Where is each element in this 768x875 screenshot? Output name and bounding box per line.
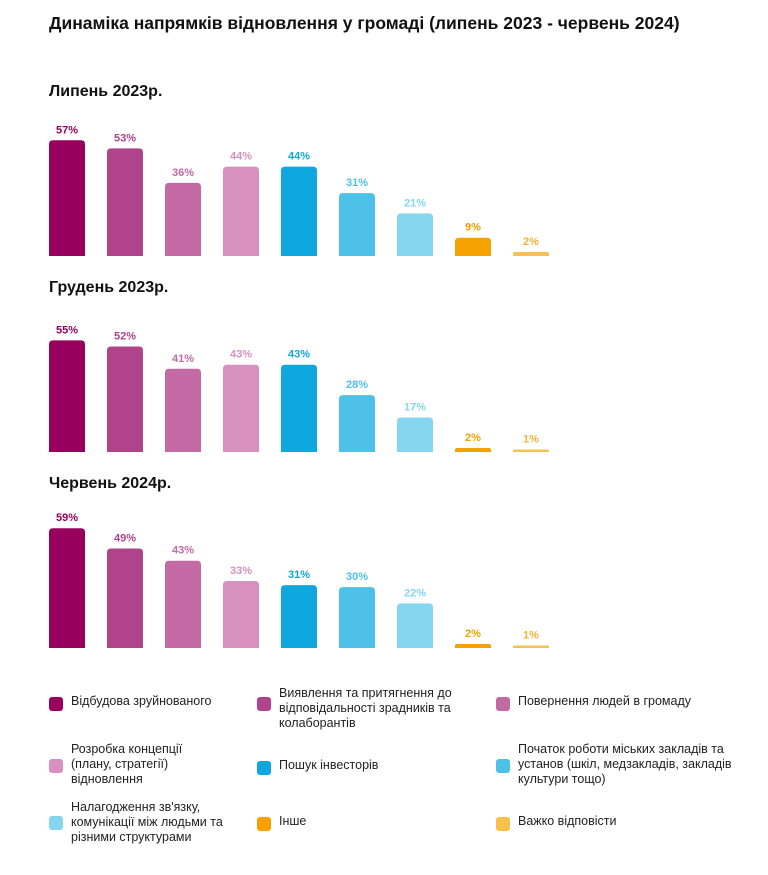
legend-label: Важко відповісти bbox=[518, 814, 617, 828]
bar-chart-june-2024: 59% 49% 43% 33% 31% 30% 22% 2% 1% bbox=[49, 512, 549, 648]
legend-swatch bbox=[257, 697, 271, 711]
data-label: 41% bbox=[172, 353, 194, 365]
bar bbox=[339, 587, 375, 648]
data-label: 59% bbox=[56, 512, 78, 524]
bar bbox=[455, 643, 491, 648]
data-label: 21% bbox=[404, 197, 426, 209]
legend-label: Виявлення та притягнення до відповідальн… bbox=[279, 686, 452, 730]
legend-label: Пошук інвесторів bbox=[279, 758, 379, 772]
data-label: 43% bbox=[288, 349, 310, 361]
data-label: 43% bbox=[172, 545, 194, 557]
legend-swatch bbox=[496, 759, 510, 773]
data-label: 33% bbox=[230, 565, 252, 577]
bar bbox=[397, 213, 433, 256]
legend-label: Розробка концепції (плану, стратегії) ві… bbox=[71, 742, 183, 786]
bar bbox=[455, 447, 491, 452]
bar bbox=[281, 364, 317, 452]
data-label: 2% bbox=[523, 236, 539, 248]
bar bbox=[339, 395, 375, 452]
chart-title: Динаміка напрямків відновлення у громаді… bbox=[49, 13, 680, 33]
legend-swatch bbox=[496, 697, 510, 711]
data-label: 31% bbox=[346, 177, 368, 189]
data-label: 1% bbox=[523, 434, 539, 446]
data-label: 1% bbox=[523, 630, 539, 642]
bar-chart-december-2023: 55% 52% 41% 43% 43% 28% 17% 2% 1% bbox=[49, 324, 549, 452]
data-label: 36% bbox=[172, 167, 194, 179]
data-label: 53% bbox=[114, 132, 136, 144]
data-label: 17% bbox=[404, 401, 426, 413]
data-label: 44% bbox=[288, 151, 310, 163]
legend-swatch bbox=[257, 761, 271, 775]
data-label: 55% bbox=[56, 324, 78, 336]
bar-chart-july-2023: 57% 53% 36% 44% 44% 31% 21% 9% 2% bbox=[49, 124, 549, 256]
legend: Відбудова зруйнованого Виявлення та прит… bbox=[0, 686, 768, 856]
legend-swatch bbox=[257, 817, 271, 831]
panel-title: Грудень 2023р. bbox=[49, 279, 169, 296]
data-label: 57% bbox=[56, 124, 78, 136]
legend-label: Відбудова зруйнованого bbox=[71, 694, 212, 708]
bar bbox=[281, 166, 317, 256]
data-label: 43% bbox=[230, 349, 252, 361]
data-label: 2% bbox=[465, 432, 481, 444]
bar bbox=[455, 237, 491, 256]
panel-title: Липень 2023р. bbox=[49, 83, 163, 100]
data-label: 28% bbox=[346, 379, 368, 391]
bar bbox=[513, 645, 549, 648]
bar bbox=[165, 368, 201, 452]
bar bbox=[397, 603, 433, 648]
legend-label: Повернення людей в громаду bbox=[518, 694, 692, 708]
bar bbox=[49, 528, 85, 648]
bar bbox=[107, 346, 143, 452]
bar bbox=[397, 417, 433, 452]
legend-label: Налагодження зв'язку, комунікації між лю… bbox=[71, 800, 223, 844]
data-label: 31% bbox=[288, 569, 310, 581]
legend-swatch bbox=[49, 816, 63, 830]
bar bbox=[513, 251, 549, 256]
bar bbox=[107, 548, 143, 648]
bar bbox=[165, 182, 201, 256]
bar bbox=[165, 560, 201, 648]
bar bbox=[107, 148, 143, 256]
data-label: 52% bbox=[114, 330, 136, 342]
data-label: 30% bbox=[346, 571, 368, 583]
legend-swatch bbox=[49, 697, 63, 711]
bar bbox=[223, 166, 259, 256]
data-label: 9% bbox=[465, 222, 481, 234]
bar bbox=[281, 585, 317, 648]
bar bbox=[49, 340, 85, 452]
legend-label: Початок роботи міських закладів та устан… bbox=[518, 742, 732, 786]
bar bbox=[339, 193, 375, 256]
legend-swatch bbox=[49, 759, 63, 773]
data-label: 44% bbox=[230, 151, 252, 163]
panel-title: Червень 2024р. bbox=[49, 475, 172, 492]
data-label: 2% bbox=[465, 628, 481, 640]
data-label: 22% bbox=[404, 587, 426, 599]
bar bbox=[223, 581, 259, 648]
data-label: 49% bbox=[114, 533, 136, 545]
legend-swatch bbox=[496, 817, 510, 831]
bar bbox=[513, 449, 549, 452]
bar bbox=[49, 140, 85, 256]
bar bbox=[223, 364, 259, 452]
legend-label: Інше bbox=[279, 814, 307, 828]
